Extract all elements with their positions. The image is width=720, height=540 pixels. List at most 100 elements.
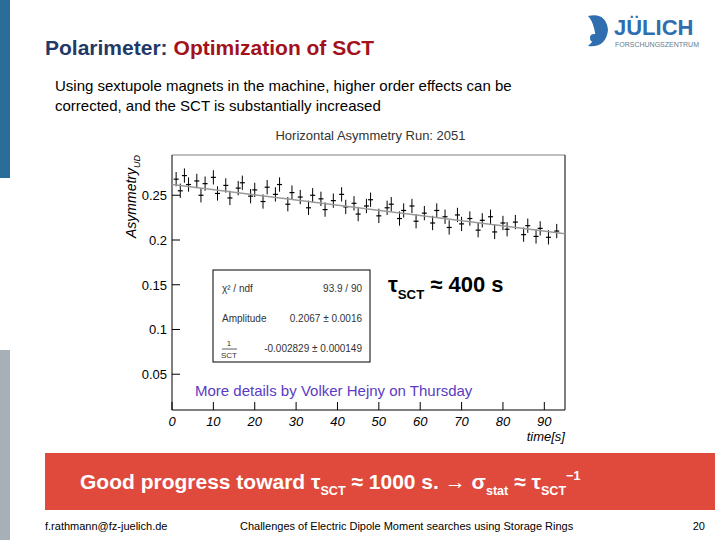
y-tick (172, 240, 180, 241)
logo-text: JÜLICH (614, 15, 693, 40)
data-point (534, 229, 539, 243)
marker (430, 222, 435, 223)
marker (178, 190, 183, 191)
data-point (198, 188, 203, 202)
x-tick (254, 402, 255, 410)
y-tick (172, 284, 180, 285)
x-tick-label: 60 (413, 414, 428, 429)
data-point (310, 188, 315, 202)
data-point (492, 225, 497, 239)
marker (215, 193, 220, 194)
marker (447, 227, 452, 228)
data-point (339, 187, 344, 201)
title-part: Optimization of SCT (174, 36, 375, 59)
y-tick (172, 374, 180, 375)
x-tick-label: 30 (289, 414, 304, 429)
text-part: SCT (320, 484, 345, 498)
data-point (434, 203, 439, 217)
fit-label: SCT (221, 351, 237, 360)
y-label: AsymmetryUD (123, 155, 142, 239)
data-point (298, 190, 303, 204)
data-point (525, 219, 530, 233)
x-tick-label: 0 (168, 414, 176, 429)
data-point (356, 207, 361, 221)
fit-label: Amplitude (222, 313, 267, 324)
marker (211, 177, 216, 178)
title-part: Polarimeter: (45, 36, 168, 59)
y-tick-label: 0.05 (142, 367, 167, 382)
x-axis (172, 410, 565, 411)
x-tick (296, 402, 297, 410)
data-point (476, 223, 481, 237)
text-part: SCT (398, 287, 424, 302)
marker (538, 228, 543, 229)
text-part: Good progress toward (80, 470, 311, 493)
data-point (385, 201, 390, 215)
data-point (521, 227, 526, 241)
marker (289, 192, 294, 193)
data-point (447, 220, 452, 234)
marker (368, 199, 373, 200)
data-point (414, 214, 419, 228)
x-tick (502, 402, 503, 410)
marker (467, 218, 472, 219)
side-bar (0, 350, 10, 540)
fit-value: 93.9 / 90 (323, 283, 362, 294)
marker (546, 237, 551, 238)
data-point (538, 221, 543, 235)
data-point (182, 168, 187, 182)
marker (376, 215, 381, 216)
marker (182, 175, 187, 176)
x-tick-label: 50 (372, 414, 387, 429)
logo-mark (588, 15, 608, 46)
fit-value: -0.002829 ± 0.000149 (264, 343, 362, 354)
x-tick (337, 402, 338, 410)
marker (434, 210, 439, 211)
subtitle: Using sextupole magnets in the machine, … (55, 77, 512, 94)
x-tick-label: 20 (247, 414, 263, 429)
marker (318, 198, 323, 199)
marker (236, 188, 241, 189)
marker (339, 194, 344, 195)
data-point (306, 201, 311, 215)
data-point (265, 180, 270, 194)
text-part: −1 (566, 469, 580, 483)
marker (414, 221, 419, 222)
footer-email: f.rathmann@fz-juelich.de (45, 520, 167, 532)
data-point (364, 199, 369, 213)
data-point (480, 213, 485, 227)
y-label-sub: UD (132, 155, 142, 168)
subtitle: corrected, and the SCT is substantially … (55, 97, 381, 114)
text-part: σ (472, 470, 486, 493)
marker (401, 210, 406, 211)
marker (331, 200, 336, 201)
marker (397, 218, 402, 219)
data-point (500, 216, 505, 230)
data-point (422, 206, 427, 220)
marker (389, 204, 394, 205)
marker (476, 230, 481, 231)
marker (261, 201, 266, 202)
marker (480, 220, 485, 221)
x-tick (213, 402, 214, 410)
marker (227, 197, 232, 198)
banner-text: Good progress toward τSCT ≈ 1000 s. → σs… (80, 469, 580, 499)
x-tick-label: 90 (537, 414, 552, 429)
marker (174, 179, 179, 180)
marker (422, 213, 427, 214)
data-point (488, 210, 493, 224)
marker (306, 207, 311, 208)
marker (525, 225, 530, 226)
footer-page: 20 (693, 520, 705, 532)
marker (455, 214, 460, 215)
marker (554, 230, 559, 231)
data-point (277, 177, 282, 191)
marker (285, 204, 290, 205)
marker (488, 216, 493, 217)
marker (385, 207, 390, 208)
marker (203, 183, 208, 184)
data-point (273, 187, 278, 201)
marker (500, 222, 505, 223)
chart-title: Horizontal Asymmetry Run: 2051 (275, 128, 465, 143)
slide: Polarimeter:Optimization of SCTJÜLICHFOR… (0, 0, 720, 540)
